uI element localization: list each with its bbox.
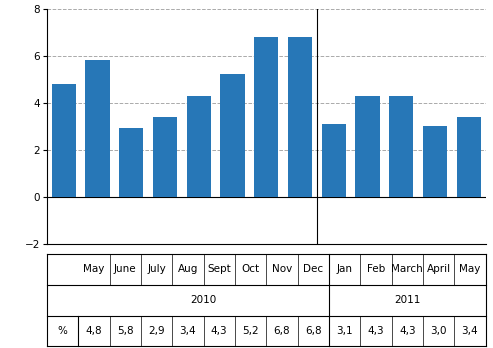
Text: May: May bbox=[83, 264, 105, 275]
Text: Sept: Sept bbox=[208, 264, 231, 275]
Bar bbox=[85, 61, 109, 197]
Bar bbox=[321, 124, 346, 197]
Text: Oct: Oct bbox=[242, 264, 260, 275]
Text: July: July bbox=[147, 264, 166, 275]
Bar bbox=[389, 96, 413, 197]
Bar bbox=[423, 126, 447, 197]
Text: 3,4: 3,4 bbox=[461, 326, 478, 336]
Bar bbox=[153, 117, 177, 197]
Bar bbox=[52, 84, 76, 197]
Text: 5,2: 5,2 bbox=[242, 326, 259, 336]
Text: 3,1: 3,1 bbox=[336, 326, 353, 336]
Text: 3,0: 3,0 bbox=[430, 326, 447, 336]
Text: 6,8: 6,8 bbox=[305, 326, 321, 336]
Text: Jan: Jan bbox=[337, 264, 352, 275]
Text: 4,3: 4,3 bbox=[399, 326, 416, 336]
Text: March: March bbox=[391, 264, 423, 275]
Text: 2,9: 2,9 bbox=[148, 326, 165, 336]
Text: Aug: Aug bbox=[177, 264, 198, 275]
Text: 4,3: 4,3 bbox=[368, 326, 384, 336]
Bar bbox=[288, 37, 312, 197]
Bar bbox=[220, 74, 245, 197]
Text: 5,8: 5,8 bbox=[117, 326, 134, 336]
Text: 6,8: 6,8 bbox=[274, 326, 290, 336]
Bar bbox=[119, 128, 143, 197]
Text: May: May bbox=[459, 264, 481, 275]
Bar bbox=[355, 96, 380, 197]
Bar bbox=[186, 96, 211, 197]
Text: 4,3: 4,3 bbox=[211, 326, 228, 336]
Text: 2010: 2010 bbox=[190, 295, 216, 305]
Bar bbox=[254, 37, 279, 197]
Text: 2011: 2011 bbox=[394, 295, 421, 305]
Text: June: June bbox=[114, 264, 137, 275]
Text: 3,4: 3,4 bbox=[179, 326, 196, 336]
Bar bbox=[457, 117, 481, 197]
Text: 4,8: 4,8 bbox=[85, 326, 102, 336]
Text: %: % bbox=[58, 326, 68, 336]
Text: Nov: Nov bbox=[272, 264, 292, 275]
Text: Feb: Feb bbox=[367, 264, 385, 275]
Text: Dec: Dec bbox=[303, 264, 323, 275]
Text: April: April bbox=[426, 264, 451, 275]
